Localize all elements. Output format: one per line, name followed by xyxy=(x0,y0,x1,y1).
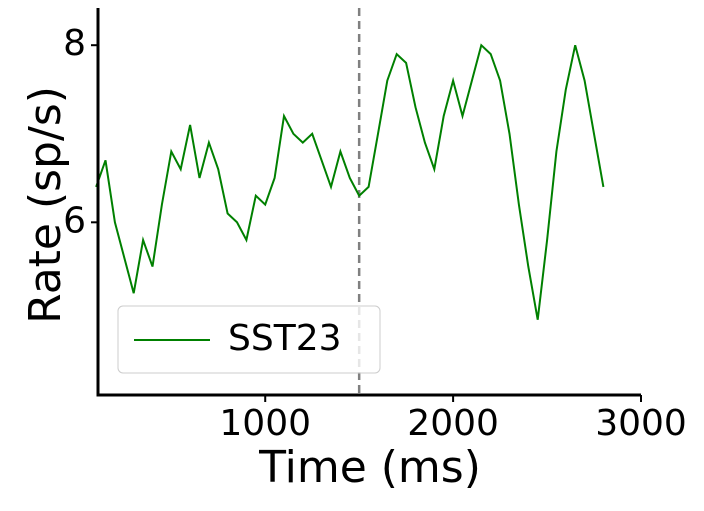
y-axis-label: Rate (sp/s) xyxy=(20,86,71,324)
y-tick-label: 8 xyxy=(63,23,86,64)
x-axis-label: Time (ms) xyxy=(258,442,481,493)
data-line xyxy=(95,43,605,320)
y-tick-label: 6 xyxy=(63,200,86,241)
x-tick-label: 3000 xyxy=(595,403,687,444)
x-tick-label: 2000 xyxy=(407,403,499,444)
legend-box xyxy=(117,305,381,374)
legend-label: SST23 xyxy=(228,318,342,359)
x-tick-label: 1000 xyxy=(219,403,311,444)
